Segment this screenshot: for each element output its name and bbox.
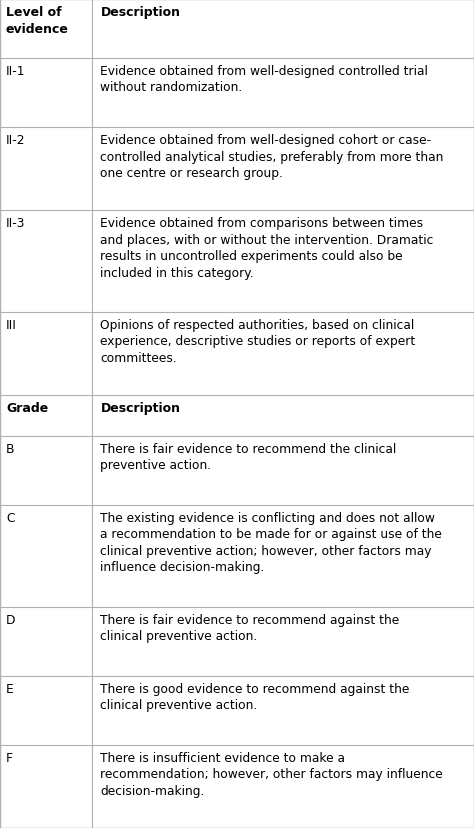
Text: There is fair evidence to recommend the clinical
preventive action.: There is fair evidence to recommend the … [100,442,397,472]
Text: There is fair evidence to recommend against the
clinical preventive action.: There is fair evidence to recommend agai… [100,613,400,643]
Text: Opinions of respected authorities, based on clinical
experience, descriptive stu: Opinions of respected authorities, based… [100,319,416,364]
Text: Level of
evidence: Level of evidence [6,6,69,36]
Text: II-3: II-3 [6,217,26,230]
Text: There is insufficient evidence to make a
recommendation; however, other factors : There is insufficient evidence to make a… [100,751,443,797]
Text: D: D [6,613,16,626]
Text: Description: Description [100,402,181,415]
Text: There is good evidence to recommend against the
clinical preventive action.: There is good evidence to recommend agai… [100,681,410,711]
Text: B: B [6,442,15,455]
Text: E: E [6,681,14,695]
Text: Evidence obtained from comparisons between times
and places, with or without the: Evidence obtained from comparisons betwe… [100,217,434,280]
Text: F: F [6,751,13,763]
Text: II-2: II-2 [6,134,26,147]
Text: III: III [6,319,17,331]
Text: Evidence obtained from well-designed controlled trial
without randomization.: Evidence obtained from well-designed con… [100,65,428,94]
Text: C: C [6,512,15,524]
Text: Evidence obtained from well-designed cohort or case-
controlled analytical studi: Evidence obtained from well-designed coh… [100,134,444,180]
Text: The existing evidence is conflicting and does not allow
a recommendation to be m: The existing evidence is conflicting and… [100,512,442,574]
Text: Description: Description [100,6,181,19]
Text: II-1: II-1 [6,65,26,78]
Text: Grade: Grade [6,402,48,415]
